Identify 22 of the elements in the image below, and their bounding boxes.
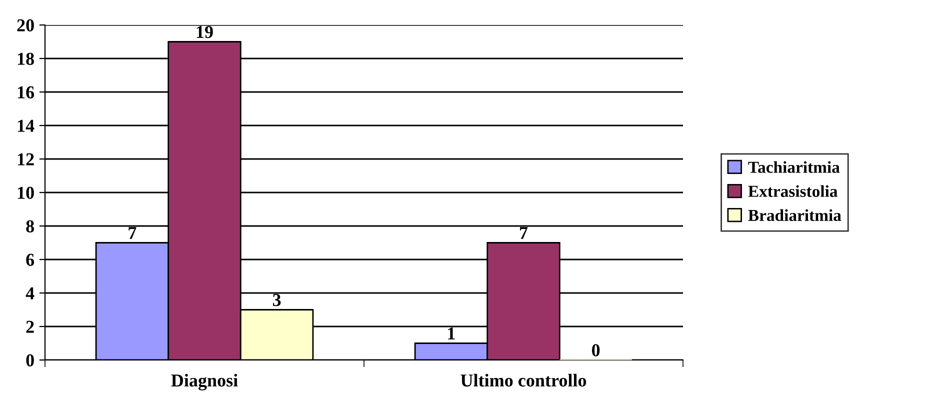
y-tick-label: 0	[26, 354, 34, 366]
y-tick-label: 4	[26, 287, 34, 300]
y-tick-label: 14	[18, 120, 34, 132]
data-label: 7	[520, 227, 528, 239]
data-label: 0	[592, 344, 600, 356]
data-label: 3	[272, 294, 281, 306]
data-label: 1	[448, 327, 455, 340]
data-label: 7	[128, 227, 136, 239]
legend-label: Bradiaritmia	[748, 209, 842, 222]
y-tick-label: 8	[26, 220, 34, 232]
x-tick-label: Diagnosi	[171, 374, 238, 390]
y-tick-label: 12	[18, 153, 34, 166]
y-tick-label: 20	[17, 19, 34, 32]
y-tick-label: 16	[18, 86, 34, 98]
y-tick-label: 2	[26, 320, 34, 333]
legend-label: Extrasistolia	[748, 185, 838, 197]
data-label: 19	[196, 26, 213, 38]
y-tick-label: 18	[18, 52, 34, 65]
y-tick-label: 6	[26, 254, 34, 266]
legend-label: Tachiaritmia	[748, 161, 840, 173]
y-tick-label: 10	[18, 186, 34, 199]
x-tick-label: Ultimo controllo	[460, 374, 586, 387]
